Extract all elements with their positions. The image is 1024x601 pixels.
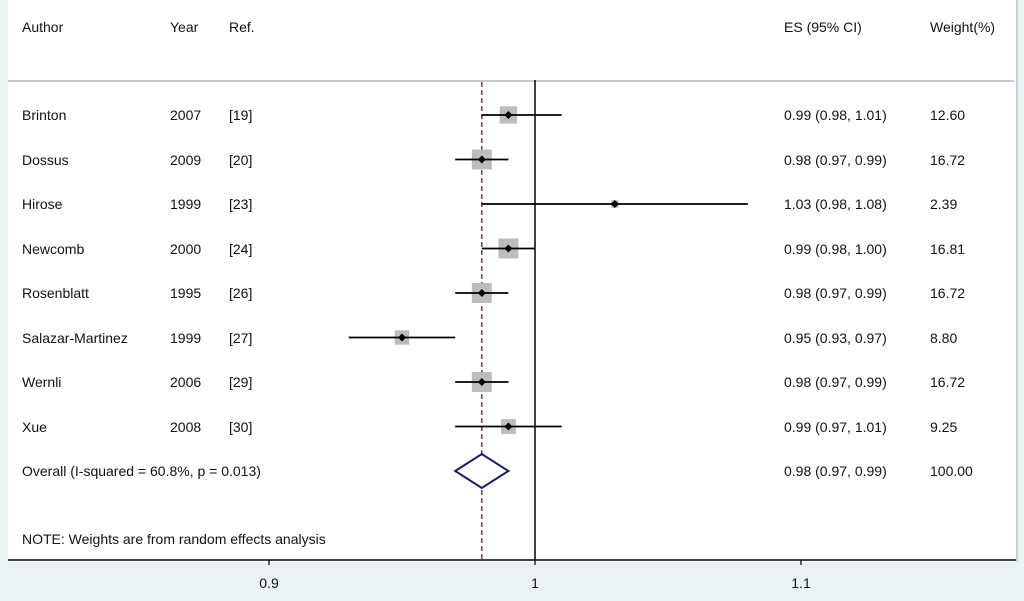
x-tick-label: 1: [531, 575, 539, 591]
study-ref: [23]: [229, 196, 253, 212]
study-ref: [26]: [229, 285, 253, 301]
study-author: Brinton: [22, 107, 67, 123]
study-ref: [20]: [229, 151, 253, 168]
overall-weight: 100.00: [930, 463, 973, 479]
study-weight: 16.72: [930, 151, 966, 168]
study-weight: 9.25: [930, 418, 958, 435]
study-weight: 16.81: [930, 240, 966, 257]
header-es: ES (95% CI): [784, 19, 862, 35]
study-weight: 12.60: [930, 107, 966, 123]
header-year: Year: [170, 19, 199, 35]
header-ref: Ref.: [229, 19, 255, 35]
point-estimate: [477, 155, 486, 164]
footnote: NOTE: Weights are from random effects an…: [22, 531, 326, 547]
overall-diamond: [453, 452, 511, 490]
study-year: 1999: [170, 329, 202, 346]
study-weight: 16.72: [930, 374, 966, 390]
study-es: 0.95 (0.93, 0.97): [784, 329, 887, 346]
study-es: 0.99 (0.98, 1.01): [784, 107, 887, 123]
study-year: 2006: [170, 374, 202, 390]
study-es: 0.99 (0.98, 1.00): [784, 240, 887, 257]
x-tick-label: 1.1: [791, 575, 811, 591]
header-divider: [8, 80, 1014, 82]
study-year: 1995: [170, 285, 202, 301]
point-estimate: [504, 244, 513, 253]
study-ref: [24]: [229, 240, 253, 257]
study-ref: [30]: [229, 418, 253, 435]
study-year: 2000: [170, 240, 202, 257]
point-estimate: [504, 422, 513, 431]
study-author: Rosenblatt: [22, 285, 89, 301]
header-author: Author: [22, 19, 64, 35]
study-weight: 8.80: [930, 329, 958, 346]
study-year: 2009: [170, 151, 202, 168]
study-author: Salazar-Martinez: [22, 329, 128, 346]
study-weight: 16.72: [930, 285, 966, 301]
point-estimate: [398, 333, 406, 342]
study-year: 2007: [170, 107, 202, 123]
study-year: 2008: [170, 418, 202, 435]
point-estimate: [477, 289, 486, 297]
study-es: 0.98 (0.97, 0.99): [784, 374, 887, 390]
study-author: Wernli: [22, 374, 62, 390]
overall-es: 0.98 (0.97, 0.99): [784, 463, 887, 479]
study-weight: 2.39: [930, 196, 958, 212]
study-es: 0.98 (0.97, 0.99): [784, 285, 887, 301]
x-tick-label: 0.9: [259, 575, 279, 591]
study-author: Newcomb: [22, 240, 85, 257]
study-author: Hirose: [22, 196, 63, 212]
study-author: Dossus: [22, 151, 69, 168]
header-weight: Weight(%): [930, 19, 996, 35]
forest-plot-panel: [8, 0, 1018, 562]
study-year: 1999: [170, 196, 202, 212]
study-es: 0.98 (0.97, 0.99): [784, 151, 887, 168]
point-estimate: [477, 378, 486, 386]
study-ref: [19]: [229, 107, 253, 123]
study-ref: [29]: [229, 374, 253, 390]
point-estimate: [610, 200, 619, 208]
study-es: 1.03 (0.98, 1.08): [784, 196, 887, 212]
overall-label: Overall (I-squared = 60.8%, p = 0.013): [22, 463, 261, 479]
study-author: Xue: [22, 418, 47, 435]
study-es: 0.99 (0.97, 1.01): [784, 418, 887, 435]
point-estimate: [504, 111, 513, 119]
study-ref: [27]: [229, 329, 253, 346]
